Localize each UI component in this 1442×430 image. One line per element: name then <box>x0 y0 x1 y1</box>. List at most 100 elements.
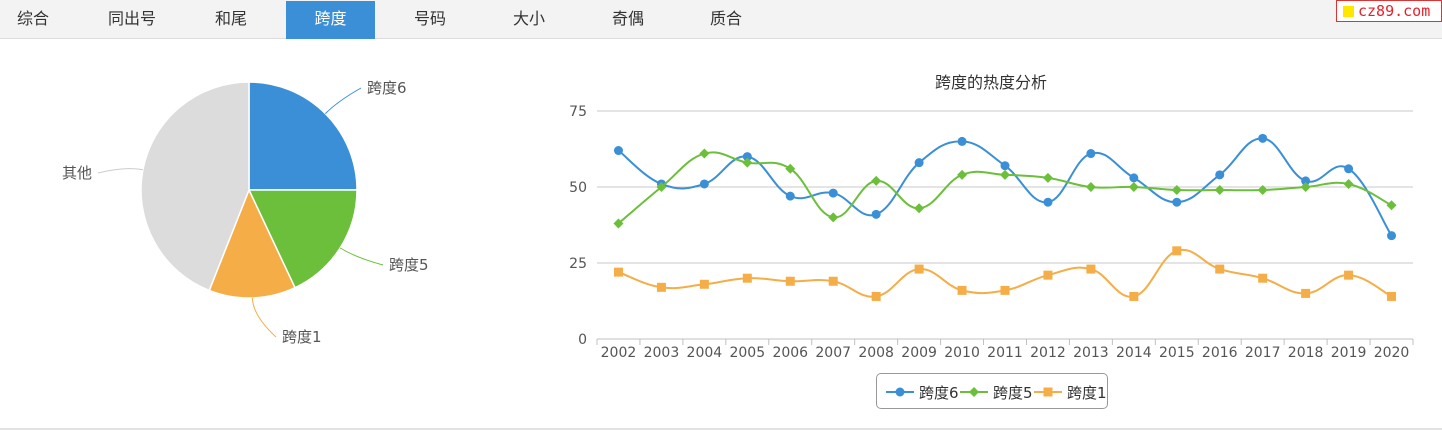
pie-slice-2[interactable] <box>247 189 358 289</box>
x-tick-label: 2008 <box>858 345 894 361</box>
data-point[interactable] <box>1172 197 1182 207</box>
data-point[interactable] <box>785 191 795 201</box>
x-tick-label: 2015 <box>1159 345 1195 361</box>
data-point[interactable] <box>1343 178 1354 189</box>
data-point[interactable] <box>914 203 925 214</box>
data-point[interactable] <box>1000 285 1010 295</box>
data-point[interactable] <box>656 182 667 192</box>
y-tick-label: 25 <box>569 256 587 272</box>
data-point[interactable] <box>1042 172 1053 183</box>
data-point[interactable] <box>828 212 839 223</box>
legend-label: 跨度6 <box>919 384 959 402</box>
data-point[interactable] <box>871 291 881 301</box>
circle-marker-icon <box>886 387 914 397</box>
data-point[interactable] <box>914 264 924 274</box>
data-point[interactable] <box>1215 264 1225 274</box>
chart-title: 跨度的热度分析 <box>935 73 1047 92</box>
data-point[interactable] <box>1086 264 1096 274</box>
data-point[interactable] <box>1128 182 1139 192</box>
pie-slice-4[interactable] <box>140 81 250 292</box>
x-tick-label: 2003 <box>644 345 680 361</box>
data-point[interactable] <box>957 285 967 295</box>
tab-haoma[interactable]: 号码 <box>413 9 446 28</box>
data-point[interactable] <box>742 157 753 168</box>
data-point[interactable] <box>1301 288 1311 298</box>
data-point[interactable] <box>1387 291 1397 301</box>
data-point[interactable] <box>1129 173 1139 183</box>
data-point[interactable] <box>871 175 882 186</box>
tab-jiou[interactable]: 奇偶 <box>611 9 644 28</box>
data-point[interactable] <box>957 136 967 146</box>
tab-daxiao[interactable]: 大小 <box>512 9 545 28</box>
data-point[interactable] <box>1172 246 1182 256</box>
line-chart: 跨度的热度分析 0 25 50 75 2002 2003 2004 2005 2006 2007 2… <box>569 73 1414 361</box>
brand-logo-text: cz89.com <box>1358 2 1431 20</box>
data-point[interactable] <box>699 148 710 159</box>
pie-connector <box>325 87 362 114</box>
pie-connector <box>251 297 277 338</box>
data-point[interactable] <box>1386 200 1397 211</box>
data-point[interactable] <box>1300 182 1311 192</box>
data-point[interactable] <box>613 146 623 156</box>
legend-item-series2[interactable]: 跨度5 <box>957 382 1033 402</box>
tab-kuadu[interactable]: 跨度 <box>286 1 375 39</box>
data-point[interactable] <box>1129 291 1139 301</box>
legend-item-series3[interactable]: 跨度1 <box>1031 382 1107 402</box>
x-tick-label: 2013 <box>1073 345 1109 361</box>
data-point[interactable] <box>699 279 709 289</box>
data-point[interactable] <box>1215 170 1225 180</box>
data-point[interactable] <box>1344 270 1354 280</box>
x-tick-label: 2006 <box>772 345 808 361</box>
data-point[interactable] <box>1258 133 1268 143</box>
legend-label: 跨度5 <box>993 384 1033 402</box>
y-tick-label: 50 <box>569 180 587 196</box>
pie-slice-label: 跨度5 <box>389 256 429 274</box>
pie-slice-1[interactable] <box>248 81 358 191</box>
chart-legend: 跨度6 跨度5 跨度1 <box>876 373 1108 409</box>
data-point[interactable] <box>613 267 623 277</box>
pie-slice-label: 跨度1 <box>282 328 322 346</box>
data-point[interactable] <box>1043 197 1053 207</box>
data-point[interactable] <box>1301 176 1311 186</box>
data-point[interactable] <box>785 276 795 286</box>
x-tick-label: 2020 <box>1374 345 1410 361</box>
data-point[interactable] <box>871 209 881 219</box>
x-tick-label: 2019 <box>1331 345 1367 361</box>
data-point[interactable] <box>1000 169 1010 180</box>
legend-label: 跨度1 <box>1067 384 1107 402</box>
data-point[interactable] <box>613 218 624 229</box>
data-point[interactable] <box>914 158 924 168</box>
data-point[interactable] <box>742 152 752 162</box>
data-point[interactable] <box>1000 161 1010 171</box>
tab-zhihe[interactable]: 质合 <box>709 9 742 28</box>
tab-tongchuhao[interactable]: 同出号 <box>107 9 156 28</box>
pie-slice-3[interactable] <box>208 188 296 299</box>
x-tick-label: 2009 <box>901 345 937 361</box>
data-point[interactable] <box>1258 273 1268 283</box>
data-point[interactable] <box>1043 270 1053 280</box>
data-point[interactable] <box>656 282 666 292</box>
data-point[interactable] <box>1344 164 1354 174</box>
data-point[interactable] <box>1171 185 1182 196</box>
data-point[interactable] <box>828 276 838 286</box>
legend-item-series1[interactable]: 跨度6 <box>883 382 959 402</box>
data-point[interactable] <box>828 188 838 198</box>
brand-logo[interactable]: cz89.com <box>1336 0 1442 22</box>
tab-hewei[interactable]: 和尾 <box>214 9 247 28</box>
y-tick-label: 75 <box>569 104 587 120</box>
data-point[interactable] <box>699 179 709 189</box>
x-tick-label: 2012 <box>1030 345 1066 361</box>
data-point[interactable] <box>1085 182 1096 192</box>
data-point[interactable] <box>785 163 796 174</box>
pie-slice-label: 跨度6 <box>367 79 407 97</box>
data-point[interactable] <box>957 169 968 180</box>
x-tick-label: 2017 <box>1245 345 1281 361</box>
data-point[interactable] <box>1214 185 1225 196</box>
tab-zonghe[interactable]: 综合 <box>16 9 49 28</box>
logo-square-icon <box>1343 6 1354 17</box>
data-point[interactable] <box>742 273 752 283</box>
data-point[interactable] <box>1086 149 1096 159</box>
data-point[interactable] <box>1257 185 1268 196</box>
data-point[interactable] <box>1387 231 1397 241</box>
